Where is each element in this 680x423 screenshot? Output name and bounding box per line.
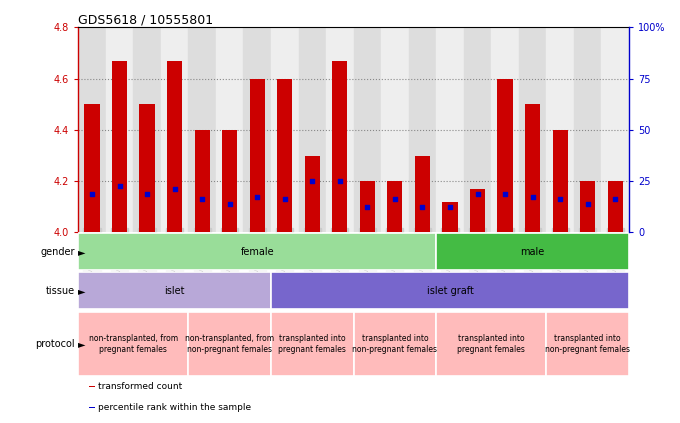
Bar xyxy=(78,233,437,270)
Bar xyxy=(271,27,299,232)
Bar xyxy=(443,202,458,232)
Point xyxy=(335,178,345,184)
Bar xyxy=(608,181,623,232)
Bar xyxy=(299,27,326,232)
Point xyxy=(527,193,538,200)
Text: protocol: protocol xyxy=(35,339,75,349)
Bar xyxy=(547,27,574,232)
Bar xyxy=(271,272,629,309)
Text: male: male xyxy=(520,247,545,257)
Bar xyxy=(305,156,320,232)
Text: ►: ► xyxy=(78,286,85,296)
Bar xyxy=(354,27,381,232)
Point xyxy=(224,201,235,208)
Bar xyxy=(277,79,292,232)
Point xyxy=(390,196,401,203)
Bar xyxy=(519,27,547,232)
Point xyxy=(252,193,262,200)
Bar xyxy=(139,104,154,232)
Point xyxy=(307,178,318,184)
Text: transplanted into
pregnant females: transplanted into pregnant females xyxy=(458,334,525,354)
Bar xyxy=(602,27,629,232)
Bar xyxy=(167,61,182,232)
Text: tissue: tissue xyxy=(46,286,75,296)
Point xyxy=(362,203,373,210)
Bar xyxy=(326,27,354,232)
Text: percentile rank within the sample: percentile rank within the sample xyxy=(98,403,251,412)
Bar xyxy=(464,27,491,232)
Text: female: female xyxy=(241,247,274,257)
Bar xyxy=(388,181,403,232)
Bar xyxy=(470,189,485,232)
Bar xyxy=(78,312,188,376)
Text: ►: ► xyxy=(78,339,85,349)
Bar xyxy=(580,181,595,232)
Bar xyxy=(409,27,437,232)
Point xyxy=(610,196,621,203)
Bar xyxy=(194,130,209,232)
Bar xyxy=(112,61,127,232)
Bar xyxy=(553,130,568,232)
Bar xyxy=(271,312,354,376)
Point xyxy=(114,183,125,190)
Bar xyxy=(106,27,133,232)
Text: islet graft: islet graft xyxy=(426,286,473,296)
Bar xyxy=(437,312,547,376)
Point xyxy=(279,196,290,203)
Point xyxy=(582,201,593,208)
Bar xyxy=(574,27,601,232)
Bar xyxy=(188,312,271,376)
Bar xyxy=(525,104,540,232)
Bar xyxy=(216,27,243,232)
Point xyxy=(86,190,97,197)
Bar xyxy=(415,156,430,232)
Text: GDS5618 / 10555801: GDS5618 / 10555801 xyxy=(78,14,214,26)
Point xyxy=(500,190,511,197)
Bar xyxy=(354,312,437,376)
Bar xyxy=(547,312,629,376)
Point xyxy=(445,203,456,210)
Point xyxy=(472,190,483,197)
Bar xyxy=(222,130,237,232)
Bar xyxy=(78,27,106,232)
Text: transplanted into
non-pregnant females: transplanted into non-pregnant females xyxy=(545,334,630,354)
Text: transplanted into
non-pregnant females: transplanted into non-pregnant females xyxy=(352,334,437,354)
Bar xyxy=(491,27,519,232)
Bar xyxy=(437,27,464,232)
Bar xyxy=(188,27,216,232)
Point xyxy=(197,196,207,203)
Point xyxy=(169,185,180,192)
Bar xyxy=(160,27,188,232)
Text: transplanted into
pregnant females: transplanted into pregnant females xyxy=(278,334,346,354)
Bar xyxy=(78,272,271,309)
Bar xyxy=(360,181,375,232)
Bar xyxy=(381,27,409,232)
Bar xyxy=(498,79,513,232)
Point xyxy=(417,203,428,210)
Bar xyxy=(437,233,629,270)
Text: gender: gender xyxy=(40,247,75,257)
Text: non-transplanted, from
pregnant females: non-transplanted, from pregnant females xyxy=(88,334,178,354)
Bar xyxy=(250,79,265,232)
Bar xyxy=(333,61,347,232)
Point xyxy=(141,190,152,197)
Bar xyxy=(133,27,160,232)
Text: transformed count: transformed count xyxy=(98,382,182,391)
Text: ►: ► xyxy=(78,247,85,257)
Text: islet: islet xyxy=(165,286,185,296)
Bar xyxy=(89,407,95,408)
Bar xyxy=(84,104,99,232)
Point xyxy=(555,196,566,203)
Text: non-transplanted, from
non-pregnant females: non-transplanted, from non-pregnant fema… xyxy=(185,334,274,354)
Bar xyxy=(243,27,271,232)
